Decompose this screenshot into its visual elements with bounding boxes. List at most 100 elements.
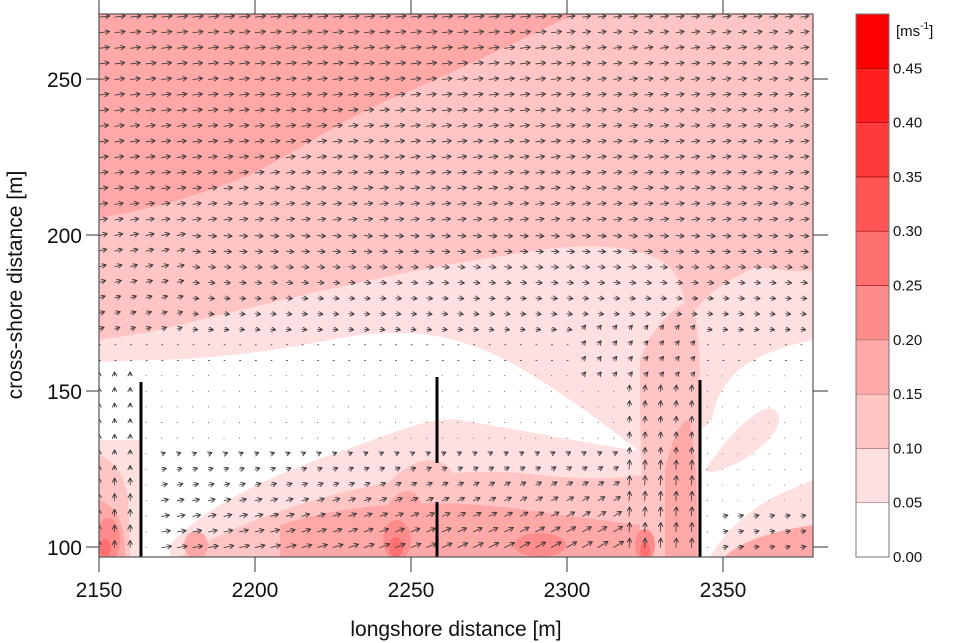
velocity-arrow — [519, 125, 529, 126]
velocity-arrow — [145, 375, 147, 377]
velocity-arrow — [114, 125, 124, 126]
velocity-arrow — [114, 219, 123, 220]
velocity-arrow — [628, 314, 634, 315]
velocity-arrow — [192, 188, 201, 189]
velocity-arrow — [208, 156, 217, 157]
velocity-arrow — [581, 390, 584, 392]
velocity-arrow — [395, 544, 405, 549]
velocity-arrow — [114, 188, 123, 189]
velocity-arrow — [364, 452, 367, 454]
velocity-arrow — [441, 141, 451, 142]
velocity-arrow — [441, 314, 447, 315]
velocity-arrow — [660, 417, 661, 423]
velocity-arrow — [691, 125, 699, 126]
velocity-vectors — [99, 16, 808, 548]
velocity-arrow — [301, 251, 309, 252]
velocity-arrow — [722, 282, 729, 283]
velocity-arrow — [223, 156, 233, 157]
velocity-arrow — [629, 401, 630, 408]
velocity-arrow — [706, 219, 715, 220]
velocity-arrow — [317, 545, 327, 548]
velocity-arrow — [394, 390, 397, 392]
velocity-arrow — [395, 498, 402, 501]
velocity-arrow — [566, 188, 575, 189]
velocity-arrow — [208, 468, 212, 469]
velocity-arrow — [519, 390, 521, 392]
velocity-arrow — [239, 156, 248, 157]
velocity-arrow — [676, 476, 677, 486]
velocity-arrow — [628, 156, 637, 157]
velocity-arrow — [332, 483, 338, 485]
velocity-arrow — [535, 203, 544, 204]
velocity-arrow — [722, 203, 731, 204]
velocity-arrow — [769, 282, 775, 283]
velocity-arrow — [192, 298, 199, 299]
y-tick-150: 150 — [47, 381, 82, 404]
velocity-arrow — [784, 219, 793, 220]
colorbar-label: 0.00 — [893, 549, 922, 566]
velocity-arrow — [613, 219, 621, 220]
velocity-arrow — [441, 251, 449, 252]
velocity-arrow — [488, 314, 494, 315]
velocity-arrow — [426, 298, 432, 299]
velocity-arrow — [379, 329, 385, 330]
velocity-arrow — [550, 390, 552, 392]
velocity-arrow — [192, 484, 198, 485]
velocity-arrow — [488, 543, 499, 548]
velocity-arrow — [363, 406, 365, 408]
colorbar-label: 0.15 — [893, 386, 922, 403]
velocity-arrow — [613, 110, 621, 111]
velocity-arrow — [192, 421, 194, 424]
velocity-arrow — [270, 514, 278, 516]
velocity-arrow — [301, 421, 303, 424]
velocity-arrow — [769, 314, 774, 315]
velocity-arrow — [535, 512, 544, 517]
velocity-arrow — [161, 515, 169, 516]
velocity-arrow — [254, 406, 256, 408]
velocity-arrow — [301, 390, 303, 392]
velocity-arrow — [567, 467, 571, 469]
velocity-arrow — [332, 529, 342, 532]
velocity-arrow — [722, 219, 731, 220]
velocity-arrow — [566, 110, 575, 111]
velocity-arrow — [535, 251, 543, 252]
velocity-arrow — [691, 141, 699, 142]
velocity-arrow — [769, 329, 774, 330]
velocity-arrow — [130, 141, 139, 142]
velocity-arrow — [551, 125, 560, 126]
velocity-arrow — [660, 432, 661, 439]
velocity-arrow — [504, 203, 512, 204]
velocity-arrow — [706, 141, 715, 142]
velocity-arrow — [504, 282, 510, 283]
velocity-arrow — [660, 357, 663, 361]
velocity-arrow — [676, 341, 679, 345]
velocity-arrow — [582, 110, 590, 111]
velocity-arrow — [285, 514, 294, 516]
velocity-arrow — [738, 172, 746, 173]
velocity-arrow — [644, 282, 651, 283]
velocity-arrow — [519, 236, 528, 237]
colorbar-band — [855, 285, 890, 341]
velocity-arrow — [348, 267, 355, 268]
velocity-arrow — [380, 468, 384, 470]
velocity-arrow — [301, 545, 312, 548]
velocity-arrow — [598, 326, 601, 330]
velocity-arrow — [675, 314, 681, 315]
velocity-arrow — [208, 172, 216, 173]
velocity-arrow — [566, 482, 572, 485]
velocity-arrow — [800, 515, 806, 516]
velocity-arrow — [691, 357, 694, 361]
velocity-arrow — [597, 188, 606, 189]
velocity-arrow — [691, 267, 698, 268]
velocity-arrow — [286, 110, 295, 111]
velocity-arrow — [161, 406, 163, 408]
velocity-arrow — [582, 542, 592, 548]
velocity-arrow — [504, 236, 512, 237]
velocity-arrow — [536, 467, 540, 469]
velocity-arrow — [208, 141, 217, 142]
velocity-arrow — [582, 497, 589, 501]
velocity-arrow — [145, 141, 155, 142]
velocity-arrow — [317, 298, 323, 299]
velocity-arrow — [223, 468, 228, 469]
velocity-arrow — [270, 314, 275, 315]
